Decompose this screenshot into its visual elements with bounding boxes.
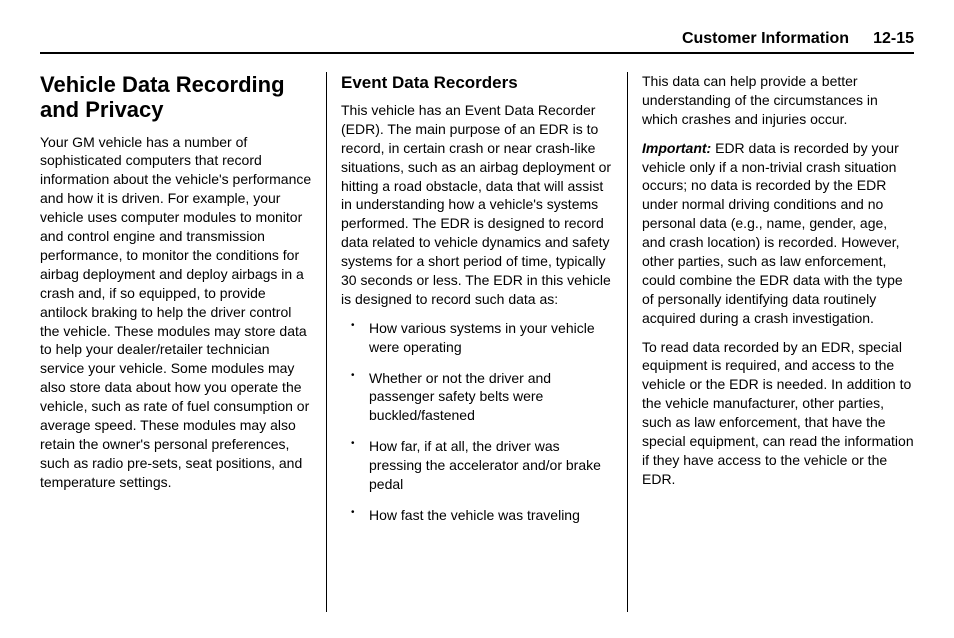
manual-page: Customer Information 12-15 Vehicle Data … — [0, 0, 954, 638]
main-heading: Vehicle Data Recording and Privacy — [40, 72, 312, 123]
page-number: 12-15 — [873, 30, 914, 48]
col3-p1: This data can help provide a better unde… — [642, 72, 914, 129]
page-header: Customer Information 12-15 — [40, 30, 914, 48]
important-text: EDR data is recorded by your vehicle onl… — [642, 140, 903, 326]
list-item: How various systems in your vehicle were… — [341, 319, 613, 357]
important-label: Important: — [642, 140, 711, 156]
col3-important: Important: EDR data is recorded by your … — [642, 139, 914, 328]
edr-bullet-list: How various systems in your vehicle were… — [341, 319, 613, 525]
column-3: This data can help provide a better unde… — [628, 72, 914, 612]
section-name: Customer Information — [682, 30, 849, 48]
col3-p3: To read data recorded by an EDR, special… — [642, 338, 914, 489]
col2-intro: This vehicle has an Event Data Recorder … — [341, 101, 613, 309]
col1-body: Your GM vehicle has a number of sophisti… — [40, 133, 312, 492]
header-divider — [40, 52, 914, 54]
list-item: How fast the vehicle was traveling — [341, 506, 613, 525]
list-item: How far, if at all, the driver was press… — [341, 437, 613, 494]
content-columns: Vehicle Data Recording and Privacy Your … — [40, 72, 914, 612]
column-2: Event Data Recorders This vehicle has an… — [327, 72, 627, 612]
sub-heading: Event Data Recorders — [341, 72, 613, 95]
column-1: Vehicle Data Recording and Privacy Your … — [40, 72, 326, 612]
list-item: Whether or not the driver and passenger … — [341, 369, 613, 426]
